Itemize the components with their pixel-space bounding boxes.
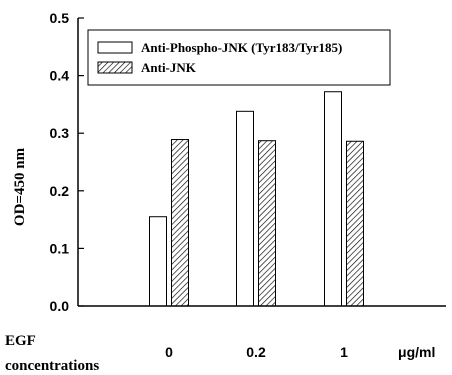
legend-swatch-hatched bbox=[97, 61, 133, 74]
x-caption-line1: EGF bbox=[5, 333, 36, 349]
x-axis-labels: 0 0.2 1 bbox=[165, 344, 348, 360]
legend-label-phospho-jnk: Anti-Phospho-JNK (Tyr183/Tyr185) bbox=[141, 40, 342, 55]
x-tick-label-1: 0.2 bbox=[246, 344, 266, 360]
bar-jnk-1 bbox=[258, 140, 276, 307]
y-tick-label-4: 0.4 bbox=[50, 68, 70, 84]
bars-group bbox=[149, 91, 364, 307]
y-axis-ticks: 0.0 0.1 0.2 0.3 0.4 0.5 bbox=[50, 10, 84, 314]
bar-jnk-0 bbox=[171, 139, 189, 307]
y-tick-label-5: 0.5 bbox=[50, 10, 70, 26]
x-unit-label: μg/ml bbox=[398, 344, 435, 360]
y-tick-label-2: 0.2 bbox=[50, 183, 70, 199]
bar-phospho-jnk-0 bbox=[149, 216, 167, 307]
bar-phospho-jnk-2 bbox=[324, 91, 342, 307]
legend-swatch-open bbox=[97, 41, 133, 54]
bar-jnk-2 bbox=[346, 140, 364, 307]
y-axis-label: OD=450 nm bbox=[12, 147, 28, 226]
x-tick-label-2: 1 bbox=[340, 344, 348, 360]
bar-phospho-jnk-1 bbox=[236, 110, 254, 307]
x-tick-label-0: 0 bbox=[165, 344, 173, 360]
x-caption-line2: concentrations bbox=[5, 358, 99, 374]
y-tick-label-3: 0.3 bbox=[50, 125, 70, 141]
legend-box bbox=[87, 29, 391, 86]
y-tick-label-1: 0.1 bbox=[50, 240, 70, 256]
legend: Anti-Phospho-JNK (Tyr183/Tyr185) Anti-JN… bbox=[87, 29, 391, 86]
y-tick-label-0: 0.0 bbox=[50, 298, 70, 314]
legend-label-jnk: Anti-JNK bbox=[141, 60, 197, 75]
